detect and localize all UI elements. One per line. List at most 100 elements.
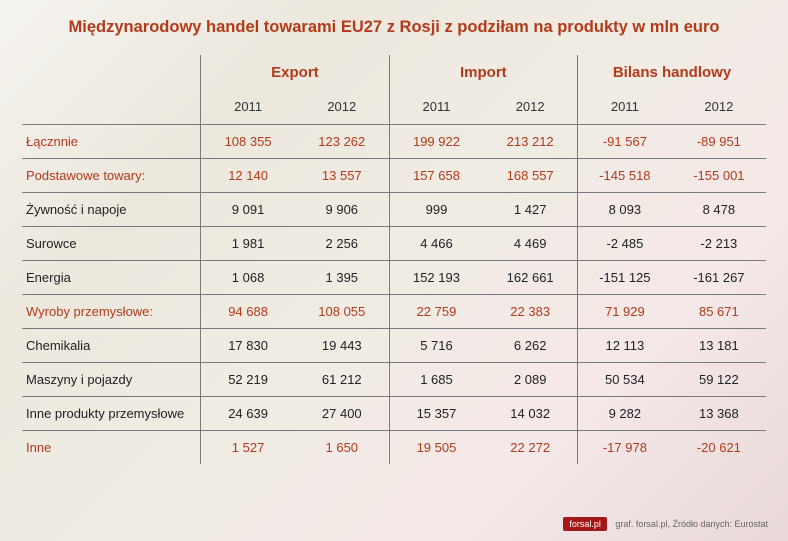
table-body: Łącznnie108 355123 262199 922213 212-91 …	[22, 125, 766, 465]
cell-value: 24 639	[201, 397, 295, 431]
year-export-2011: 2011	[201, 90, 295, 125]
cell-value: 22 272	[483, 431, 577, 465]
cell-value: 59 122	[672, 363, 766, 397]
cell-value: -2 213	[672, 227, 766, 261]
table-row: Żywność i napoje9 0919 9069991 4278 0938…	[22, 193, 766, 227]
group-export: Export	[201, 55, 389, 90]
cell-value: 9 282	[578, 397, 672, 431]
source-text: graf. forsal.pl, Źródło danych: Eurostat	[615, 519, 768, 529]
year-import-2011: 2011	[389, 90, 483, 125]
cell-value: -2 485	[578, 227, 672, 261]
row-label: Chemikalia	[22, 329, 201, 363]
table-row: Łącznnie108 355123 262199 922213 212-91 …	[22, 125, 766, 159]
container: Międzynarodowy handel towarami EU27 z Ro…	[0, 0, 788, 541]
cell-value: 157 658	[389, 159, 483, 193]
cell-value: -91 567	[578, 125, 672, 159]
row-label: Łącznnie	[22, 125, 201, 159]
cell-value: 9 091	[201, 193, 295, 227]
cell-value: 22 759	[389, 295, 483, 329]
cell-value: 19 443	[295, 329, 389, 363]
year-export-2012: 2012	[295, 90, 389, 125]
row-label: Maszyny i pojazdy	[22, 363, 201, 397]
cell-value: 1 981	[201, 227, 295, 261]
cell-value: 50 534	[578, 363, 672, 397]
cell-value: 6 262	[483, 329, 577, 363]
data-table: Export Import Bilans handlowy 2011 2012 …	[22, 55, 766, 464]
year-import-2012: 2012	[483, 90, 577, 125]
cell-value: 168 557	[483, 159, 577, 193]
year-balance-2012: 2012	[672, 90, 766, 125]
row-label: Żywność i napoje	[22, 193, 201, 227]
cell-value: 213 212	[483, 125, 577, 159]
row-label: Wyroby przemysłowe:	[22, 295, 201, 329]
row-label: Surowce	[22, 227, 201, 261]
footer: forsal.pl graf. forsal.pl, Źródło danych…	[563, 517, 768, 531]
year-empty	[22, 90, 201, 125]
cell-value: 4 469	[483, 227, 577, 261]
cell-value: 12 113	[578, 329, 672, 363]
table-row: Inne produkty przemysłowe24 63927 40015 …	[22, 397, 766, 431]
cell-value: 71 929	[578, 295, 672, 329]
cell-value: -20 621	[672, 431, 766, 465]
row-label: Inne	[22, 431, 201, 465]
cell-value: 22 383	[483, 295, 577, 329]
cell-value: 9 906	[295, 193, 389, 227]
table-row: Maszyny i pojazdy52 21961 2121 6852 0895…	[22, 363, 766, 397]
cell-value: 17 830	[201, 329, 295, 363]
cell-value: -17 978	[578, 431, 672, 465]
cell-value: 13 181	[672, 329, 766, 363]
year-header-row: 2011 2012 2011 2012 2011 2012	[22, 90, 766, 125]
cell-value: 1 650	[295, 431, 389, 465]
cell-value: 152 193	[389, 261, 483, 295]
cell-value: -161 267	[672, 261, 766, 295]
cell-value: -155 001	[672, 159, 766, 193]
cell-value: 2 256	[295, 227, 389, 261]
cell-value: 4 466	[389, 227, 483, 261]
cell-value: 1 395	[295, 261, 389, 295]
cell-value: 199 922	[389, 125, 483, 159]
cell-value: 5 716	[389, 329, 483, 363]
cell-value: 1 068	[201, 261, 295, 295]
table-row: Inne1 5271 65019 50522 272-17 978-20 621	[22, 431, 766, 465]
table-header: Export Import Bilans handlowy 2011 2012 …	[22, 55, 766, 125]
cell-value: 14 032	[483, 397, 577, 431]
cell-value: 27 400	[295, 397, 389, 431]
cell-value: 1 527	[201, 431, 295, 465]
cell-value: 15 357	[389, 397, 483, 431]
header-empty	[22, 55, 201, 90]
cell-value: 8 478	[672, 193, 766, 227]
cell-value: 13 557	[295, 159, 389, 193]
cell-value: 2 089	[483, 363, 577, 397]
group-import: Import	[389, 55, 577, 90]
cell-value: 1 685	[389, 363, 483, 397]
table-row: Surowce1 9812 2564 4664 469-2 485-2 213	[22, 227, 766, 261]
cell-value: -151 125	[578, 261, 672, 295]
cell-value: 162 661	[483, 261, 577, 295]
source-badge: forsal.pl	[563, 517, 607, 531]
cell-value: 999	[389, 193, 483, 227]
cell-value: 108 055	[295, 295, 389, 329]
cell-value: 1 427	[483, 193, 577, 227]
table-row: Podstawowe towary:12 14013 557157 658168…	[22, 159, 766, 193]
cell-value: 108 355	[201, 125, 295, 159]
cell-value: -145 518	[578, 159, 672, 193]
row-label: Podstawowe towary:	[22, 159, 201, 193]
table-row: Wyroby przemysłowe:94 688108 05522 75922…	[22, 295, 766, 329]
table-row: Energia1 0681 395152 193162 661-151 125-…	[22, 261, 766, 295]
cell-value: 94 688	[201, 295, 295, 329]
table-row: Chemikalia17 83019 4435 7166 26212 11313…	[22, 329, 766, 363]
year-balance-2011: 2011	[578, 90, 672, 125]
row-label: Energia	[22, 261, 201, 295]
cell-value: 85 671	[672, 295, 766, 329]
cell-value: 8 093	[578, 193, 672, 227]
cell-value: 123 262	[295, 125, 389, 159]
cell-value: 12 140	[201, 159, 295, 193]
row-label: Inne produkty przemysłowe	[22, 397, 201, 431]
chart-title: Międzynarodowy handel towarami EU27 z Ro…	[22, 18, 766, 37]
cell-value: 61 212	[295, 363, 389, 397]
cell-value: 19 505	[389, 431, 483, 465]
group-balance: Bilans handlowy	[578, 55, 766, 90]
cell-value: 52 219	[201, 363, 295, 397]
cell-value: 13 368	[672, 397, 766, 431]
group-header-row: Export Import Bilans handlowy	[22, 55, 766, 90]
